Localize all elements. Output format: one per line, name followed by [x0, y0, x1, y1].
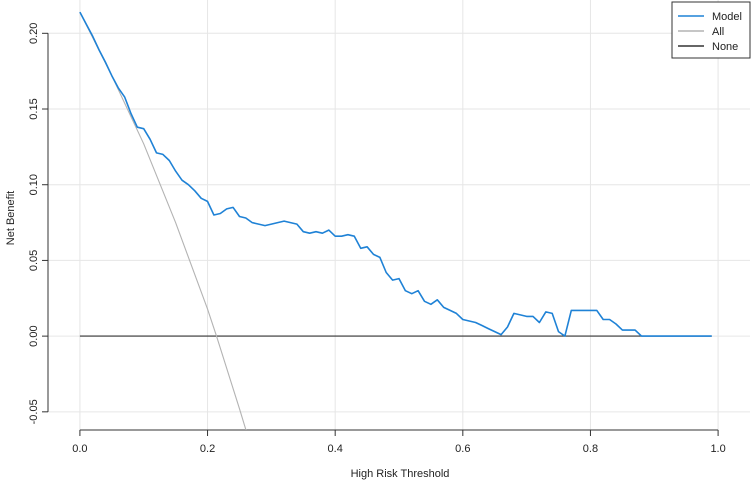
legend-box	[671, 1, 751, 59]
x-tick-label: 0.4	[328, 443, 343, 455]
y-tick-label: 0.10	[28, 174, 40, 195]
axes: 0.0 0.2 0.4 0.6 0.8 1.0 -0.05 0.00 0.05 0.10 0.15 0…	[28, 23, 726, 455]
x-tick-label: 0.0	[72, 443, 87, 455]
x-tick-label: 1.0	[710, 443, 725, 455]
legend-label-none: None	[712, 41, 738, 53]
series-lines	[79, 11, 712, 430]
y-tick-label: 0.20	[28, 23, 40, 44]
x-axis-title: High Risk Threshold	[351, 468, 450, 480]
legend-label-model: Model	[712, 11, 742, 23]
x-tick-label: 0.6	[455, 443, 470, 455]
series-line-all	[79, 11, 247, 430]
x-tick-label: 0.8	[583, 443, 598, 455]
x-tick-label: 0.2	[200, 443, 215, 455]
y-axis-title: Net Benefit	[5, 191, 17, 245]
series-line-model	[79, 11, 712, 337]
y-tick-label: 0.05	[28, 250, 40, 271]
legend: Model All None	[671, 1, 751, 59]
grid	[48, 0, 750, 430]
y-tick-label: 0.00	[28, 325, 40, 346]
y-tick-label: 0.15	[28, 98, 40, 119]
y-tick-label: -0.05	[28, 399, 40, 424]
legend-label-all: All	[712, 26, 724, 38]
